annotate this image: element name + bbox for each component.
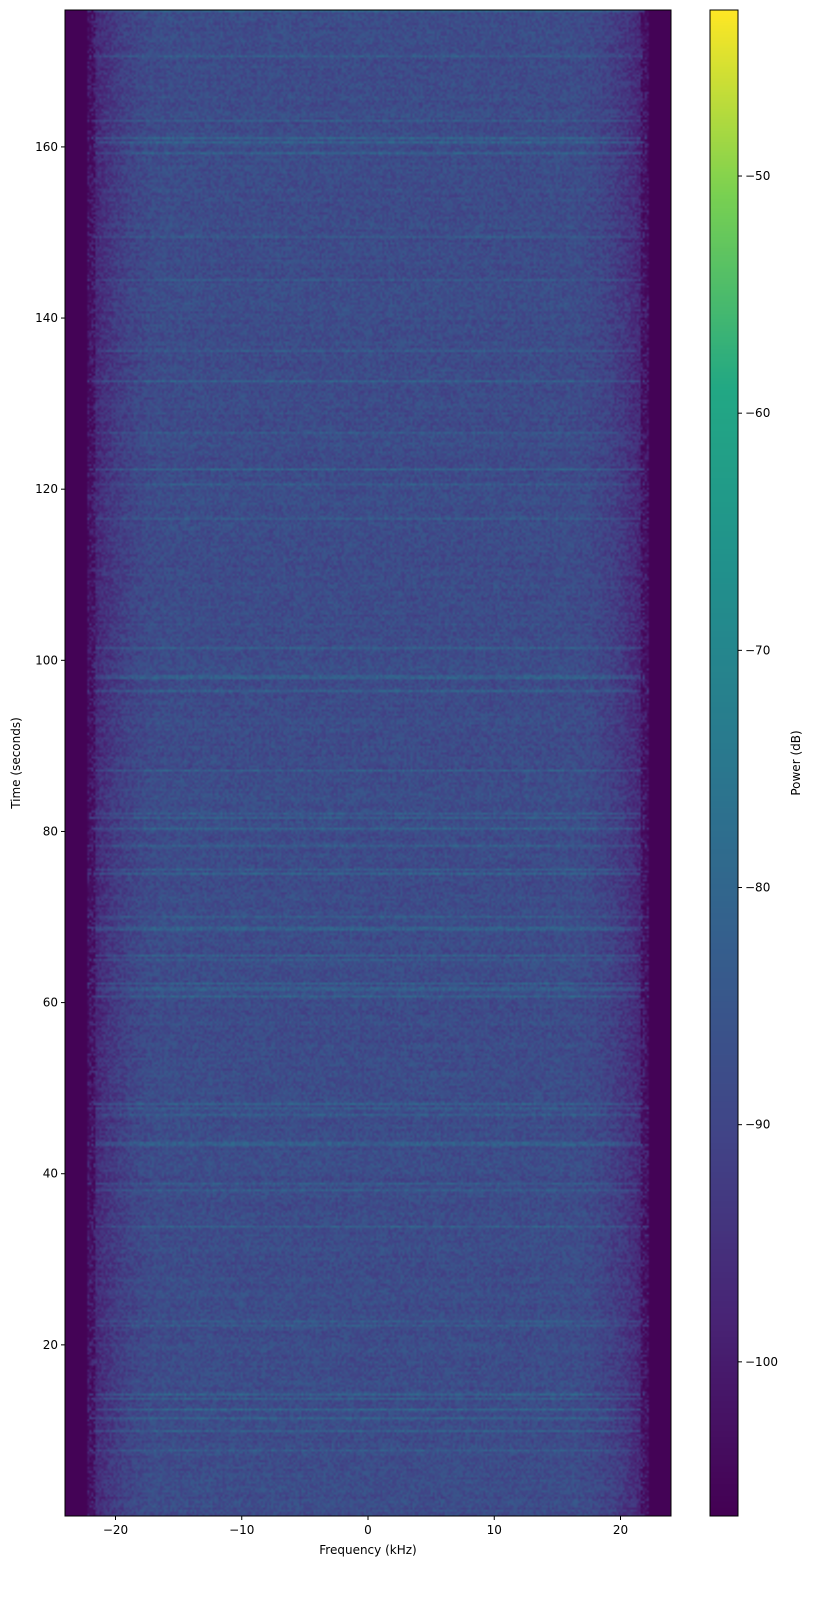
x-tick-label: −20 bbox=[103, 1523, 128, 1537]
y-tick-label: 140 bbox=[35, 311, 58, 325]
y-axis-label: Time (seconds) bbox=[9, 717, 23, 810]
spectrogram-image bbox=[65, 10, 671, 1516]
x-tick-label: 20 bbox=[613, 1523, 628, 1537]
x-axis: −20 −10 0 10 20 bbox=[103, 1516, 628, 1537]
colorbar-gradient bbox=[710, 10, 738, 1516]
colorbar-label: Power (dB) bbox=[789, 730, 803, 795]
colorbar-tick-label: −70 bbox=[745, 643, 770, 657]
y-tick-label: 160 bbox=[35, 140, 58, 154]
colorbar-tick-label: −50 bbox=[745, 169, 770, 183]
y-tick-label: 120 bbox=[35, 482, 58, 496]
y-axis: 20 40 60 80 100 120 140 160 bbox=[35, 140, 65, 1352]
y-tick-label: 40 bbox=[43, 1167, 58, 1181]
y-tick-label: 60 bbox=[43, 996, 58, 1010]
colorbar-frame bbox=[709, 9, 739, 1517]
x-tick-label: 0 bbox=[364, 1523, 372, 1537]
colorbar-tick-label: −80 bbox=[745, 881, 770, 895]
y-tick-label: 100 bbox=[35, 653, 58, 667]
x-tick-label: −10 bbox=[229, 1523, 254, 1537]
colorbar-tick-label: −90 bbox=[745, 1118, 770, 1132]
colorbar-tick-label: −60 bbox=[745, 406, 770, 420]
colorbar bbox=[709, 9, 739, 1517]
plot-area bbox=[64, 9, 672, 1517]
colorbar-tick-label: −100 bbox=[745, 1355, 778, 1369]
y-tick-label: 20 bbox=[43, 1338, 58, 1352]
colorbar-ticks: −50 −60 −70 −80 −90 −100 bbox=[738, 169, 778, 1369]
x-axis-label: Frequency (kHz) bbox=[319, 1543, 416, 1557]
x-tick-label: 10 bbox=[487, 1523, 502, 1537]
y-tick-label: 80 bbox=[43, 824, 58, 838]
